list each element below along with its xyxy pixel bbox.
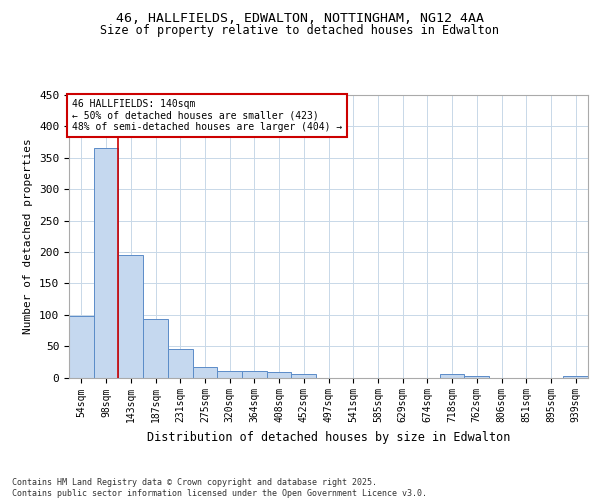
Text: 46 HALLFIELDS: 140sqm
← 50% of detached houses are smaller (423)
48% of semi-det: 46 HALLFIELDS: 140sqm ← 50% of detached …	[71, 99, 342, 132]
Bar	[69, 316, 94, 378]
Bar	[118, 255, 143, 378]
Y-axis label: Number of detached properties: Number of detached properties	[23, 138, 34, 334]
X-axis label: Distribution of detached houses by size in Edwalton: Distribution of detached houses by size …	[147, 431, 510, 444]
Bar	[563, 376, 588, 378]
Text: Size of property relative to detached houses in Edwalton: Size of property relative to detached ho…	[101, 24, 499, 37]
Bar	[267, 372, 292, 378]
Text: Contains HM Land Registry data © Crown copyright and database right 2025.
Contai: Contains HM Land Registry data © Crown c…	[12, 478, 427, 498]
Bar	[217, 370, 242, 378]
Text: 46, HALLFIELDS, EDWALTON, NOTTINGHAM, NG12 4AA: 46, HALLFIELDS, EDWALTON, NOTTINGHAM, NG…	[116, 12, 484, 26]
Bar	[193, 368, 217, 378]
Bar	[292, 374, 316, 378]
Bar	[168, 349, 193, 378]
Bar	[242, 371, 267, 378]
Bar	[94, 148, 118, 378]
Bar	[143, 319, 168, 378]
Bar	[440, 374, 464, 378]
Bar	[464, 376, 489, 378]
